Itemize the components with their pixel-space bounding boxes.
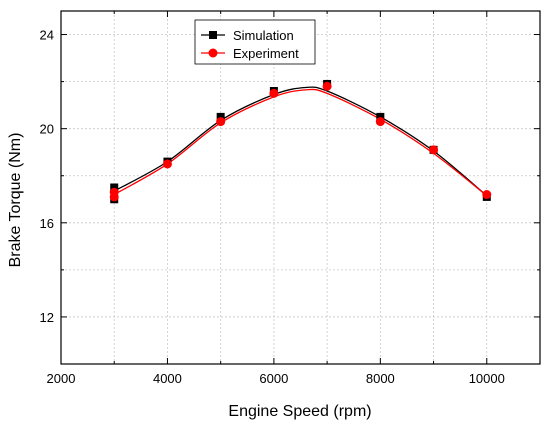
legend-marker-square bbox=[209, 31, 217, 39]
experiment-point bbox=[109, 187, 119, 197]
y-tick-label: 24 bbox=[40, 28, 54, 43]
x-axis-ticks: 2000 4000 6000 8000 10000 bbox=[47, 11, 541, 386]
x-axis-label: Engine Speed (rpm) bbox=[228, 403, 371, 420]
experiment-point bbox=[216, 117, 226, 127]
x-tick-label: 10000 bbox=[469, 371, 505, 386]
simulation-point bbox=[216, 112, 225, 121]
x-tick-label: 4000 bbox=[153, 371, 182, 386]
legend: Simulation Experiment bbox=[194, 19, 316, 65]
experiment-point bbox=[429, 145, 439, 155]
simulation-point bbox=[110, 183, 119, 192]
x-tick-label: 6000 bbox=[259, 371, 288, 386]
plot-frame bbox=[60, 10, 541, 365]
legend-label: Simulation bbox=[233, 28, 294, 43]
y-tick-label: 16 bbox=[40, 216, 54, 231]
experiment-point bbox=[269, 88, 279, 98]
simulation-point bbox=[376, 112, 385, 121]
y-tick-label: 20 bbox=[40, 122, 54, 137]
x-tick-label: 8000 bbox=[366, 371, 395, 386]
experiment-point bbox=[482, 190, 492, 200]
y-axis-ticks: 12 16 20 24 bbox=[40, 28, 540, 365]
experiment-point bbox=[162, 159, 172, 169]
series-markers bbox=[109, 79, 492, 204]
series-curves bbox=[113, 86, 488, 197]
experiment-point bbox=[375, 117, 385, 127]
legend-label: Experiment bbox=[233, 46, 299, 61]
experiment-point bbox=[322, 81, 332, 91]
curve-experiment bbox=[113, 88, 488, 197]
x-tick-label: 2000 bbox=[47, 371, 76, 386]
y-axis-label: Brake Torque (Nm) bbox=[7, 133, 24, 268]
curve-simulation bbox=[113, 86, 488, 197]
legend-marker-circle bbox=[208, 48, 218, 58]
y-tick-label: 12 bbox=[40, 310, 54, 325]
